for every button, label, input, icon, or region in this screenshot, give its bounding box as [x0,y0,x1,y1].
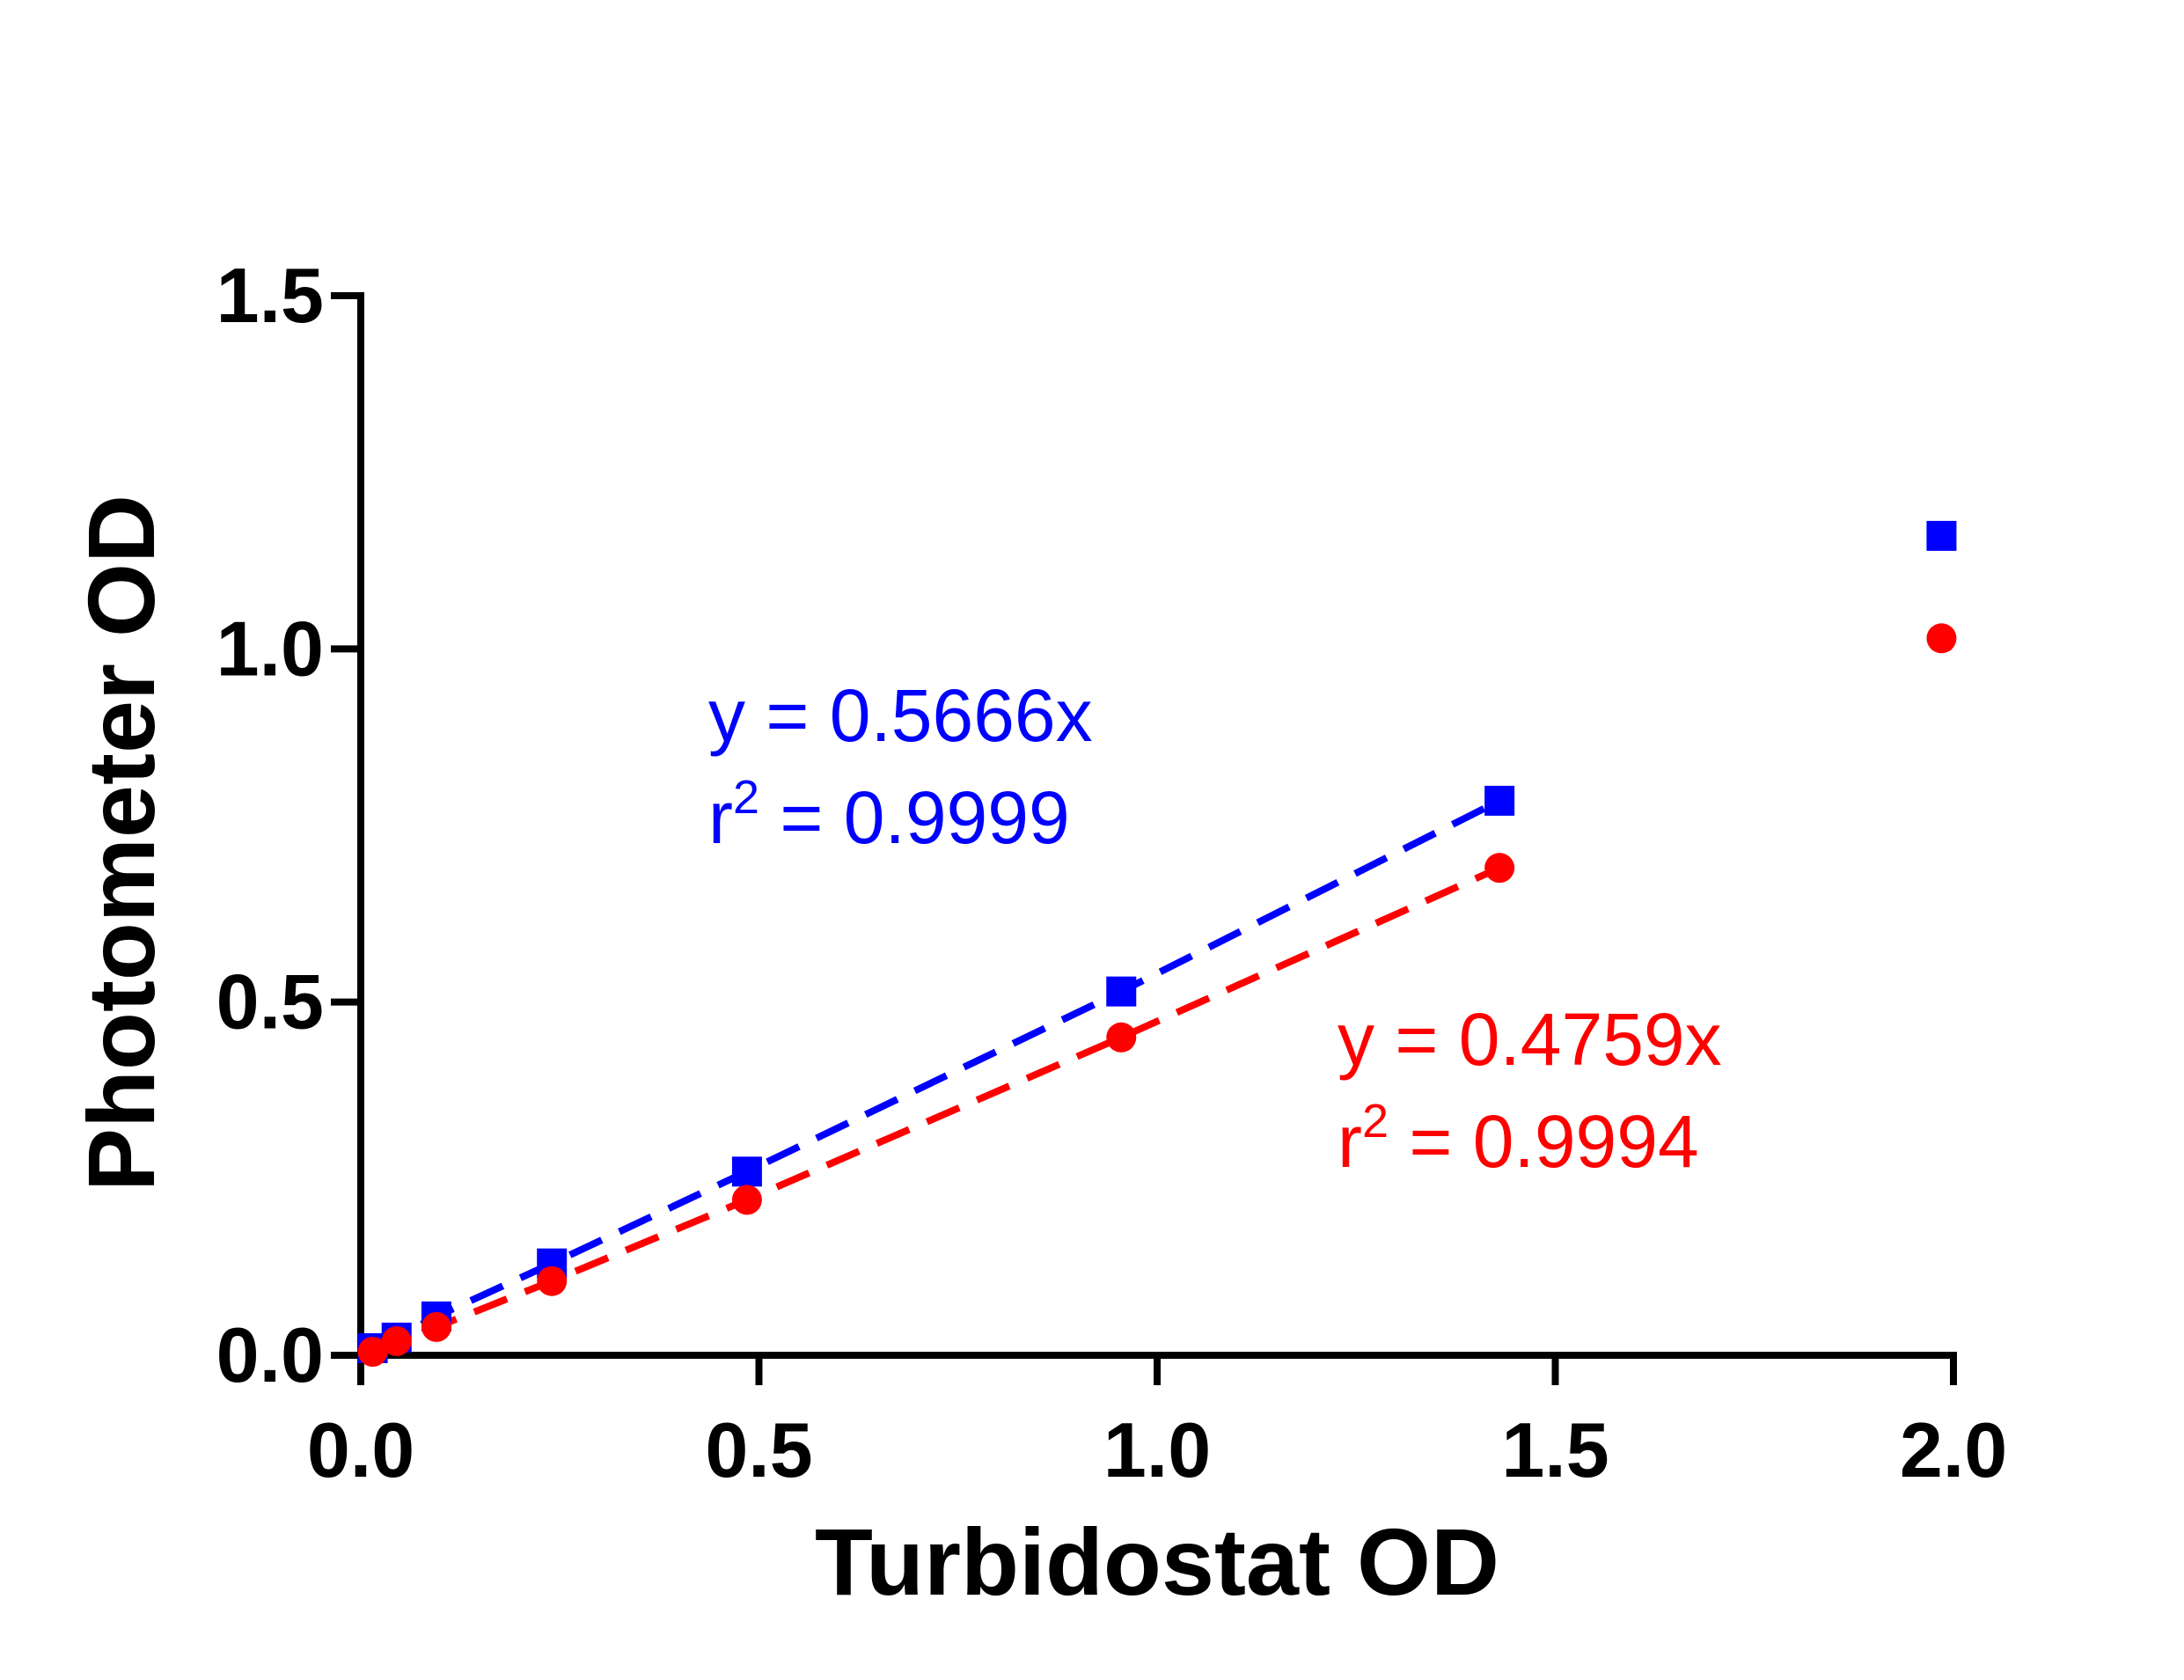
point-series-1 [1926,520,1957,551]
point-series-2 [421,1311,451,1342]
point-series-2 [731,1185,762,1215]
y-tick-label: 1.5 [216,252,324,339]
point-series-1 [1484,785,1515,816]
x-tick-label: 2.0 [1900,1406,2007,1493]
fit-r-squared: r2 = 0.9994 [1338,1095,1699,1183]
point-series-1 [1106,976,1137,1007]
axes [357,292,1957,1359]
point-series-1 [731,1156,762,1187]
y-tick-label: 0.0 [216,1311,324,1398]
ticks: 0.0 0.5 1.0 1.5 2.0 0.0 0.5 1.0 1.5 [216,252,2008,1493]
fit-equation: y = 0.5666x [708,674,1093,757]
x-axis-title: Turbidostat OD [815,1508,1499,1615]
point-series-2 [381,1325,412,1356]
y-tick-label: 1.0 [216,605,324,692]
point-series-2 [357,1336,388,1367]
point-series-2 [1106,1022,1137,1053]
x-tick-label: 0.0 [307,1406,414,1493]
annotations: y = 0.5666x r2 = 0.9999 y = 0.4759x r2 = 0.… [708,674,1722,1183]
x-tick-label: 1.0 [1103,1406,1211,1493]
y-axis-title: Photometer OD [68,495,174,1192]
fit-equation: y = 0.4759x [1338,998,1722,1081]
x-tick-label: 1.5 [1501,1406,1609,1493]
x-tick-label: 0.5 [705,1406,812,1493]
point-series-2 [537,1266,568,1296]
data-points [357,520,1957,1367]
point-series-2 [1484,853,1515,884]
fit-r-squared: r2 = 0.9999 [708,771,1070,859]
y-tick-label: 0.5 [216,958,324,1045]
point-series-2 [1926,623,1957,654]
